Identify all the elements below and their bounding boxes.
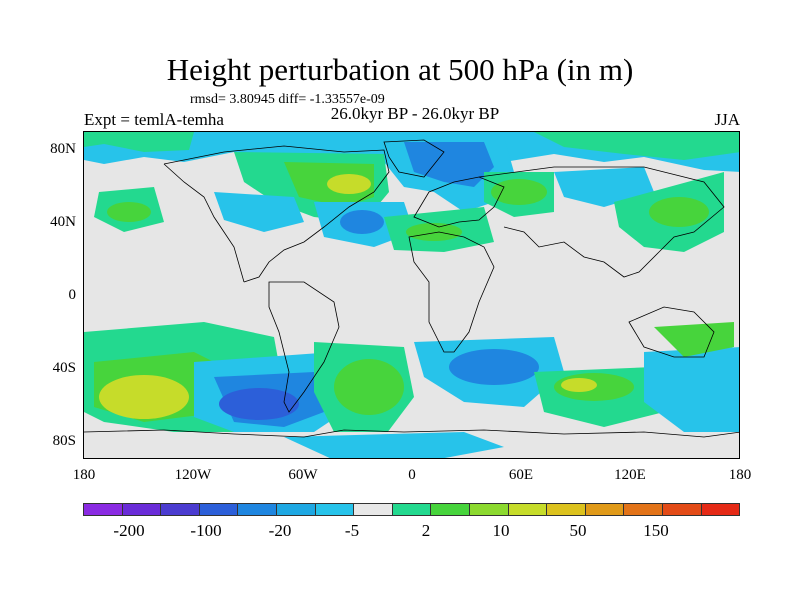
colorbar-swatch (701, 504, 740, 515)
contour-namerica-yellow (327, 174, 371, 194)
colorbar-swatch (354, 504, 393, 515)
lon-label-60e: 60E (508, 467, 534, 483)
colorbar-swatch (431, 504, 470, 515)
colorbar-swatch (508, 504, 548, 515)
lon-label-180w: 180 (72, 467, 96, 483)
map-panel (83, 131, 740, 459)
contour-antarctic-blue (284, 432, 504, 458)
contour-natl-midblue (404, 142, 494, 187)
experiment-label: Expt = temlA-temha (84, 110, 224, 129)
time-label: 26.0kyr BP - 26.0kyr BP (330, 104, 500, 123)
contour-europe-green (406, 223, 462, 241)
colorbar-label: 2 (421, 521, 431, 540)
colorbar-swatch (662, 504, 702, 515)
lat-label-40n: 40N (50, 214, 76, 230)
colorbar-swatch (161, 504, 200, 515)
colorbar-swatch (199, 504, 239, 515)
contour-npac-green-core (107, 202, 151, 222)
contour-arctic-green (534, 132, 739, 160)
contour-nwpac-green (649, 197, 709, 227)
contour-field (84, 132, 739, 458)
season-label: JJA (714, 110, 740, 129)
colorbar-swatch (122, 504, 162, 515)
colorbar-swatch (469, 504, 509, 515)
contour-siberia-blue (554, 167, 654, 207)
contour-satl-green-core (334, 359, 404, 415)
contour-spac-east-blue (644, 347, 739, 432)
coastlines (84, 139, 739, 438)
colorbar-swatch (276, 504, 316, 515)
colorbar-swatch (624, 504, 663, 515)
contour-sio-midblue (449, 349, 539, 385)
lat-label-80n: 80N (50, 141, 76, 157)
contour-sio-yellow (561, 378, 597, 392)
colorbar-swatch (392, 504, 432, 515)
contour-spac-yellow (99, 375, 189, 419)
lon-label-120w: 120W (174, 467, 212, 483)
contour-npac-blue (214, 192, 304, 232)
stats-text: rmsd= 3.80945 diff= -1.33557e-09 (190, 92, 385, 107)
lat-label-80s: 80S (52, 433, 76, 449)
colorbar-swatch (547, 504, 586, 515)
lon-label-0: 0 (408, 467, 416, 483)
lat-label-40s: 40S (52, 360, 76, 376)
colorbar-label: 50 (569, 521, 587, 540)
contour-matl-midblue (340, 210, 384, 234)
colorbar-label: 10 (492, 521, 510, 540)
colorbar-swatch (585, 504, 625, 515)
lon-label-60w: 60W (288, 467, 318, 483)
colorbar-label: -200 (113, 521, 145, 540)
contour-eurasia-green (491, 179, 547, 205)
lon-label-180e: 180 (728, 467, 752, 483)
lat-label-0: 0 (68, 287, 77, 303)
plot-title: Height perturbation at 500 hPa (in m) (166, 52, 634, 87)
colorbar (83, 503, 740, 516)
colorbar-swatch (238, 504, 277, 515)
colorbar-label: -5 (344, 521, 360, 540)
colorbar-label: -20 (268, 521, 292, 540)
contour-sam-blue-core (219, 388, 299, 420)
colorbar-swatch (315, 504, 355, 515)
colorbar-label: 150 (643, 521, 669, 540)
contour-arctic-green-nw (84, 132, 194, 152)
contour-nz-green (654, 322, 734, 357)
lon-label-120e: 120E (614, 467, 646, 483)
colorbar-label: -100 (190, 521, 222, 540)
colorbar-swatch (84, 504, 123, 515)
